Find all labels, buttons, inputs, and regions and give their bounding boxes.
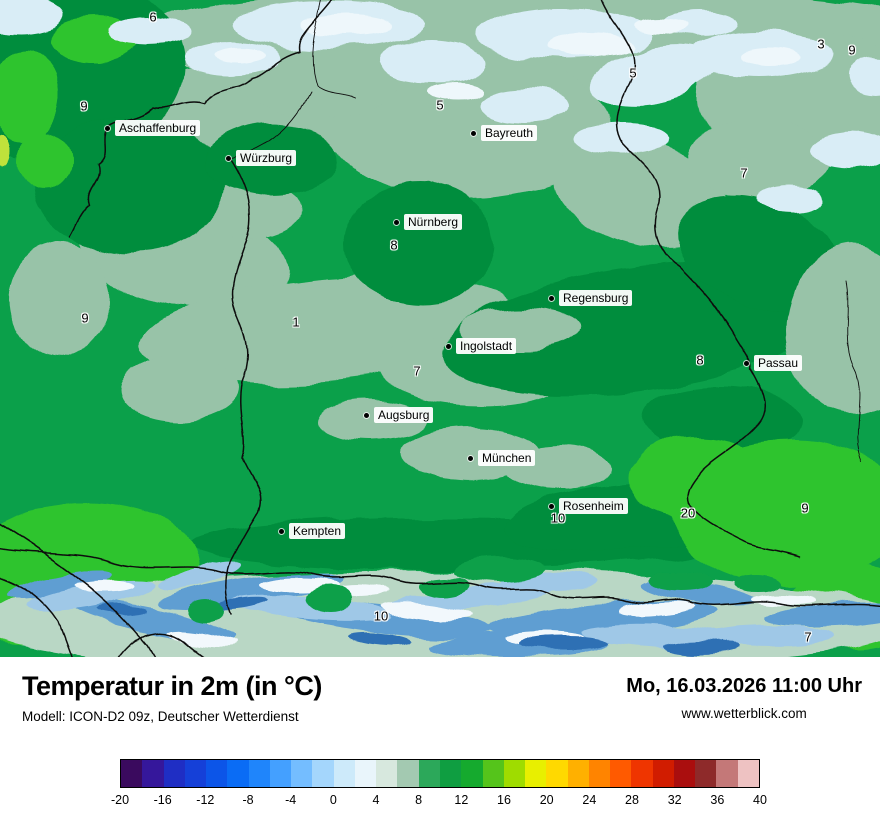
map-borders <box>0 0 880 657</box>
colorbar-segment <box>206 760 228 787</box>
colorbar-tick: 24 <box>582 793 597 807</box>
colorbar-segment <box>163 760 185 787</box>
colorbar-segment <box>588 760 611 787</box>
colorbar-segment <box>716 760 738 787</box>
colorbar-segments <box>120 759 760 788</box>
colorbar-segment <box>439 760 462 787</box>
colorbar-tick: 12 <box>454 793 469 807</box>
colorbar-segment <box>291 760 313 787</box>
colorbar-segment <box>695 760 717 787</box>
colorbar-segment <box>546 760 568 787</box>
colorbar-segment <box>461 760 483 787</box>
colorbar-segment <box>184 760 207 787</box>
footer-left: Temperatur in 2m (in °C) Modell: ICON-D2… <box>22 671 322 724</box>
colorbar-segment <box>227 760 249 787</box>
colorbar-tick: 4 <box>372 793 380 807</box>
colorbar-segment <box>248 760 270 787</box>
border-northwest <box>69 0 334 239</box>
border-southwest-1 <box>0 523 156 657</box>
colorbar-segment <box>482 760 504 787</box>
colorbar-segment <box>610 760 632 787</box>
colorbar-segment <box>397 760 419 787</box>
border-southwest-2 <box>0 576 72 657</box>
colorbar-segment <box>142 760 164 787</box>
border-southeast <box>687 503 801 557</box>
colorbar-tick: 32 <box>667 793 682 807</box>
colorbar-tick: 36 <box>710 793 725 807</box>
border-south-alps <box>0 547 880 607</box>
colorbar-tick: -8 <box>242 793 254 807</box>
border-district-3 <box>845 281 863 463</box>
model-info: Modell: ICON-D2 09z, Deutscher Wetterdie… <box>22 709 299 724</box>
colorbar-tick: 8 <box>415 793 423 807</box>
footer: Temperatur in 2m (in °C) Modell: ICON-D2… <box>0 657 880 830</box>
colorbar-segment <box>269 760 292 787</box>
colorbar-segment <box>121 760 143 787</box>
colorbar-tick: -4 <box>285 793 297 807</box>
border-west <box>225 157 262 615</box>
colorbar-segment <box>652 760 674 787</box>
border-southwest-3 <box>119 632 205 657</box>
colorbar-tick: -20 <box>110 793 130 807</box>
colorbar-ticks: -20 -16 -12 -8 -4 0 4 8 12 16 20 24 28 32 36 40 <box>111 793 767 811</box>
website-link: www.wetterblick.com <box>681 706 807 721</box>
colorbar-segment <box>631 760 653 787</box>
colorbar-segment <box>525 760 547 787</box>
weather-map: Aschaffenburg Würzburg Bayreuth Nürnberg Reg… <box>0 0 880 657</box>
colorbar-segment <box>376 760 398 787</box>
colorbar-segment <box>737 760 759 787</box>
colorbar-segment <box>333 760 355 787</box>
map-title: Temperatur in 2m (in °C) <box>22 671 322 701</box>
border-east-czech <box>600 0 765 505</box>
colorbar-tick: 0 <box>329 793 337 807</box>
border-district-1 <box>311 0 357 99</box>
colorbar-segment <box>503 760 526 787</box>
colorbar-segment <box>354 760 377 787</box>
map-canvas <box>0 0 880 657</box>
map-temperature-regions <box>0 0 880 657</box>
footer-header: Temperatur in 2m (in °C) Modell: ICON-D2… <box>0 657 880 724</box>
colorbar: -20 -16 -12 -8 -4 0 4 8 12 16 20 24 28 32 36 40 <box>111 759 767 811</box>
colorbar-segment <box>673 760 696 787</box>
colorbar-tick: 16 <box>497 793 511 807</box>
colorbar-tick: 40 <box>753 793 767 807</box>
colorbar-tick: -12 <box>196 793 215 807</box>
colorbar-tick: -16 <box>153 793 172 807</box>
colorbar-segment <box>312 760 334 787</box>
colorbar-segment <box>567 760 589 787</box>
colorbar-tick: 28 <box>625 793 639 807</box>
footer-right: Mo, 16.03.2026 11:00 Uhr www.wetterblick… <box>626 675 862 721</box>
map-datetime: Mo, 16.03.2026 11:00 Uhr <box>626 675 862 697</box>
colorbar-segment <box>418 760 440 787</box>
colorbar-tick: 20 <box>539 793 554 807</box>
